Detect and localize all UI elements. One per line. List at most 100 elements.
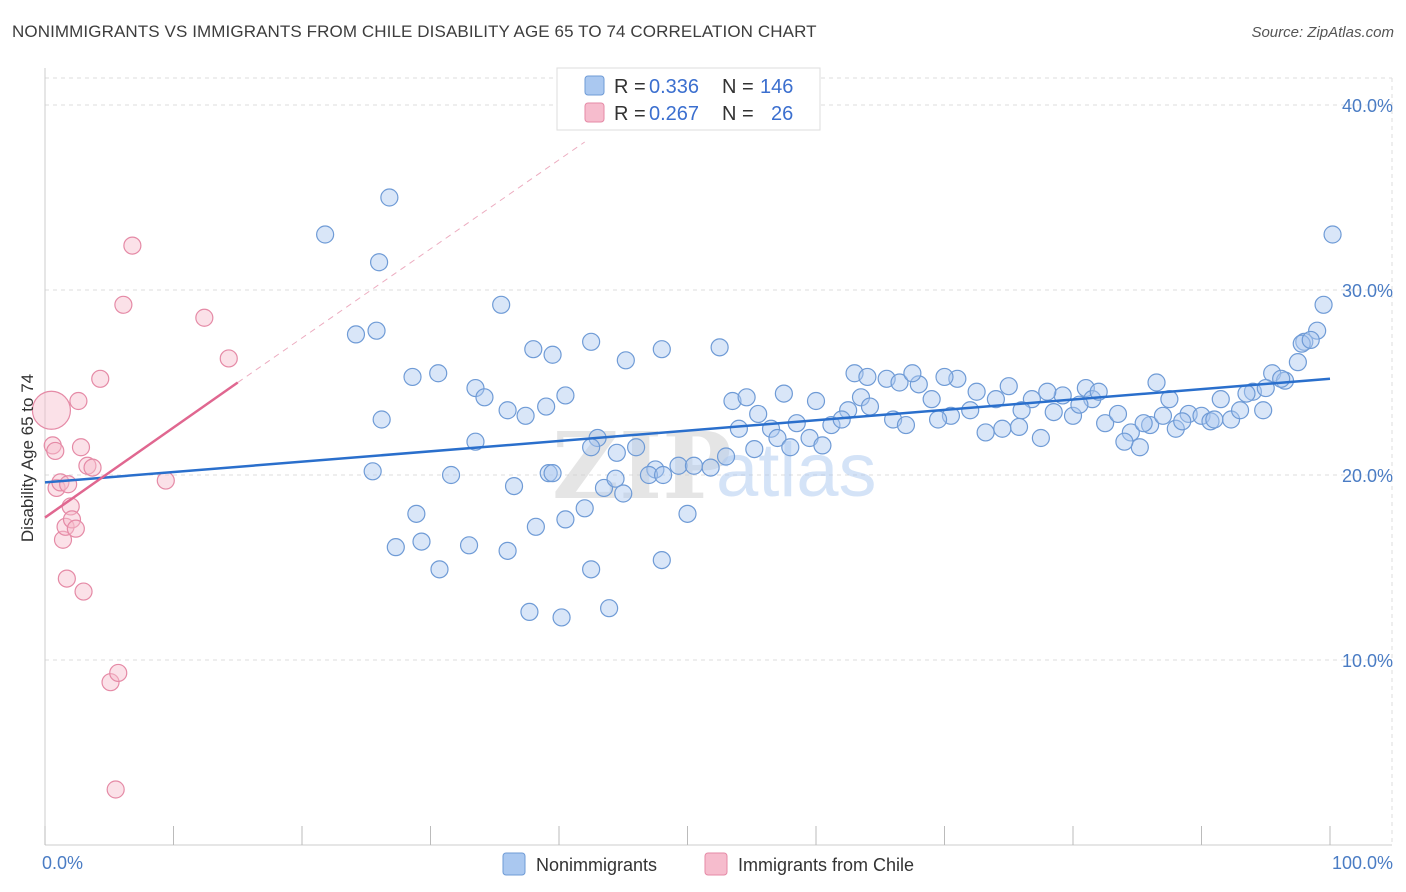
nonimmigrant-point-54 [710, 338, 729, 357]
nonimmigrant-point-131 [1173, 412, 1192, 431]
nonimmigrant-point-87 [1121, 423, 1140, 442]
legend-swatch-blue [584, 75, 605, 96]
legend-bottom-swatch-pink [704, 852, 728, 876]
nonimmigrant-point-135 [1272, 369, 1291, 388]
legend-n-value-1: 146 [760, 76, 793, 98]
nonimmigrant-point-16 [498, 401, 517, 420]
watermark-atlas: atlas [716, 428, 877, 513]
watermark: ZIP atlas [552, 412, 877, 520]
nonimmigrant-point-114 [813, 436, 832, 455]
x-tick-label-1: 100.0% [1332, 853, 1393, 873]
chile-point-23 [156, 471, 175, 490]
nonimmigrant-point-11 [524, 340, 543, 359]
legend-n-label-1: N = [722, 76, 754, 98]
nonimmigrant-point-4 [346, 325, 366, 344]
nonimmigrant-point-29 [441, 465, 461, 485]
nonimmigrant-point-37 [407, 504, 426, 523]
nonimmigrant-point-46 [430, 560, 449, 579]
nonimmigrant-point-80 [1044, 403, 1063, 422]
nonimmigrant-point-2 [370, 253, 389, 272]
nonimmigrant-point-62 [822, 415, 841, 435]
nonimmigrant-point-7 [372, 410, 391, 429]
nonimmigrant-point-43 [614, 484, 633, 503]
chile-immigrants-points [31, 236, 238, 799]
nonimmigrant-point-134 [1256, 378, 1275, 398]
chile-point-11 [66, 519, 85, 538]
nonimmigrant-point-90 [1147, 373, 1166, 392]
trend-lines [44, 141, 1331, 519]
nonimmigrant-point-10 [475, 388, 494, 407]
legend-swatch-pink [584, 102, 605, 123]
nonimmigrant-point-52 [552, 608, 571, 627]
nonimmigrant-point-19 [556, 386, 575, 405]
nonimmigrant-point-25 [582, 438, 601, 457]
nonimmigrant-point-41 [556, 510, 575, 529]
legend-n-value-2: 26 [771, 103, 793, 125]
nonimmigrant-point-17 [516, 406, 535, 425]
nonimmigrant-point-42 [575, 499, 594, 518]
nonimmigrant-point-69 [909, 375, 928, 394]
chile-point-21 [114, 295, 133, 314]
nonimmigrant-point-6 [403, 367, 422, 387]
nonimmigrant-point-82 [1063, 406, 1083, 425]
nonimmigrant-point-136 [1292, 334, 1311, 353]
nonimmigrant-point-104 [1295, 332, 1314, 351]
nonimmigrant-point-18 [537, 397, 556, 416]
chart-title: NONIMMIGRANTS VS IMMIGRANTS FROM CHILE D… [12, 22, 817, 41]
x-tick-label-0: 0.0% [42, 853, 83, 873]
trend-line-chile [44, 381, 239, 519]
legend-bottom-nonimmigrants: Nonimmigrants [536, 855, 657, 875]
nonimmigrant-point-23 [669, 456, 688, 475]
nonimmigrant-point-120 [928, 410, 948, 429]
nonimmigrant-point-5 [367, 321, 386, 340]
nonimmigrant-point-31 [539, 464, 558, 483]
nonimmigrant-point-70 [922, 390, 941, 409]
nonimmigrant-point-1 [380, 188, 399, 207]
nonimmigrant-point-129 [1134, 414, 1153, 433]
nonimmigrant-point-30 [504, 477, 524, 496]
nonimmigrant-point-36 [653, 465, 673, 485]
nonimmigrant-point-15 [652, 340, 671, 359]
nonimmigrant-point-110 [745, 440, 764, 459]
nonimmigrant-point-77 [1009, 417, 1029, 436]
nonimmigrant-point-98 [1230, 401, 1250, 420]
nonimmigrant-point-88 [1130, 438, 1149, 457]
nonimmigrant-point-45 [386, 538, 405, 557]
nonimmigrant-point-8 [429, 364, 448, 383]
y-tick-label-1: 20.0% [1342, 466, 1393, 486]
legend-bottom-swatch-blue [502, 852, 526, 876]
trend-line-nonimmigrants [44, 377, 1331, 484]
nonimmigrant-point-128 [1115, 432, 1134, 451]
x-tick-labels: 0.0% 100.0% [42, 853, 1393, 873]
nonimmigrant-point-21 [626, 438, 646, 457]
legend-bottom: Nonimmigrants Immigrants from Chile [502, 852, 914, 876]
legend-r-label-1: R = [614, 76, 646, 98]
chile-point-13 [71, 438, 91, 457]
nonimmigrant-point-106 [1314, 295, 1333, 314]
nonimmigrant-point-47 [498, 541, 517, 560]
chile-point-14 [74, 582, 93, 601]
nonimmigrant-point-73 [961, 401, 980, 420]
nonimmigrant-point-119 [903, 364, 922, 383]
chile-point-18 [101, 673, 120, 692]
nonimmigrant-point-3 [492, 295, 511, 314]
chile-point-7 [57, 569, 76, 588]
nonimmigrant-point-85 [1096, 414, 1115, 433]
nonimmigrant-point-61 [806, 391, 826, 411]
nonimmigrant-point-132 [1205, 410, 1224, 429]
chile-point-16 [83, 458, 102, 477]
nonimmigrant-point-118 [890, 373, 909, 392]
nonimmigrant-point-86 [1108, 404, 1128, 424]
nonimmigrant-point-100 [1254, 401, 1273, 420]
y-axis-label: Disability Age 65 to 74 [18, 374, 37, 542]
nonimmigrant-point-50 [678, 504, 697, 523]
nonimmigrant-point-107 [1323, 225, 1342, 244]
chile-point-12 [69, 391, 88, 411]
chile-point-8 [59, 475, 78, 494]
nonimmigrant-point-27 [466, 432, 485, 451]
nonimmigrant-point-108 [716, 447, 736, 466]
nonimmigrant-point-137 [1301, 330, 1320, 350]
chile-point-0 [31, 390, 72, 430]
source-credit: Source: ZipAtlas.com [1251, 24, 1394, 41]
nonimmigrant-point-124 [1012, 401, 1031, 420]
